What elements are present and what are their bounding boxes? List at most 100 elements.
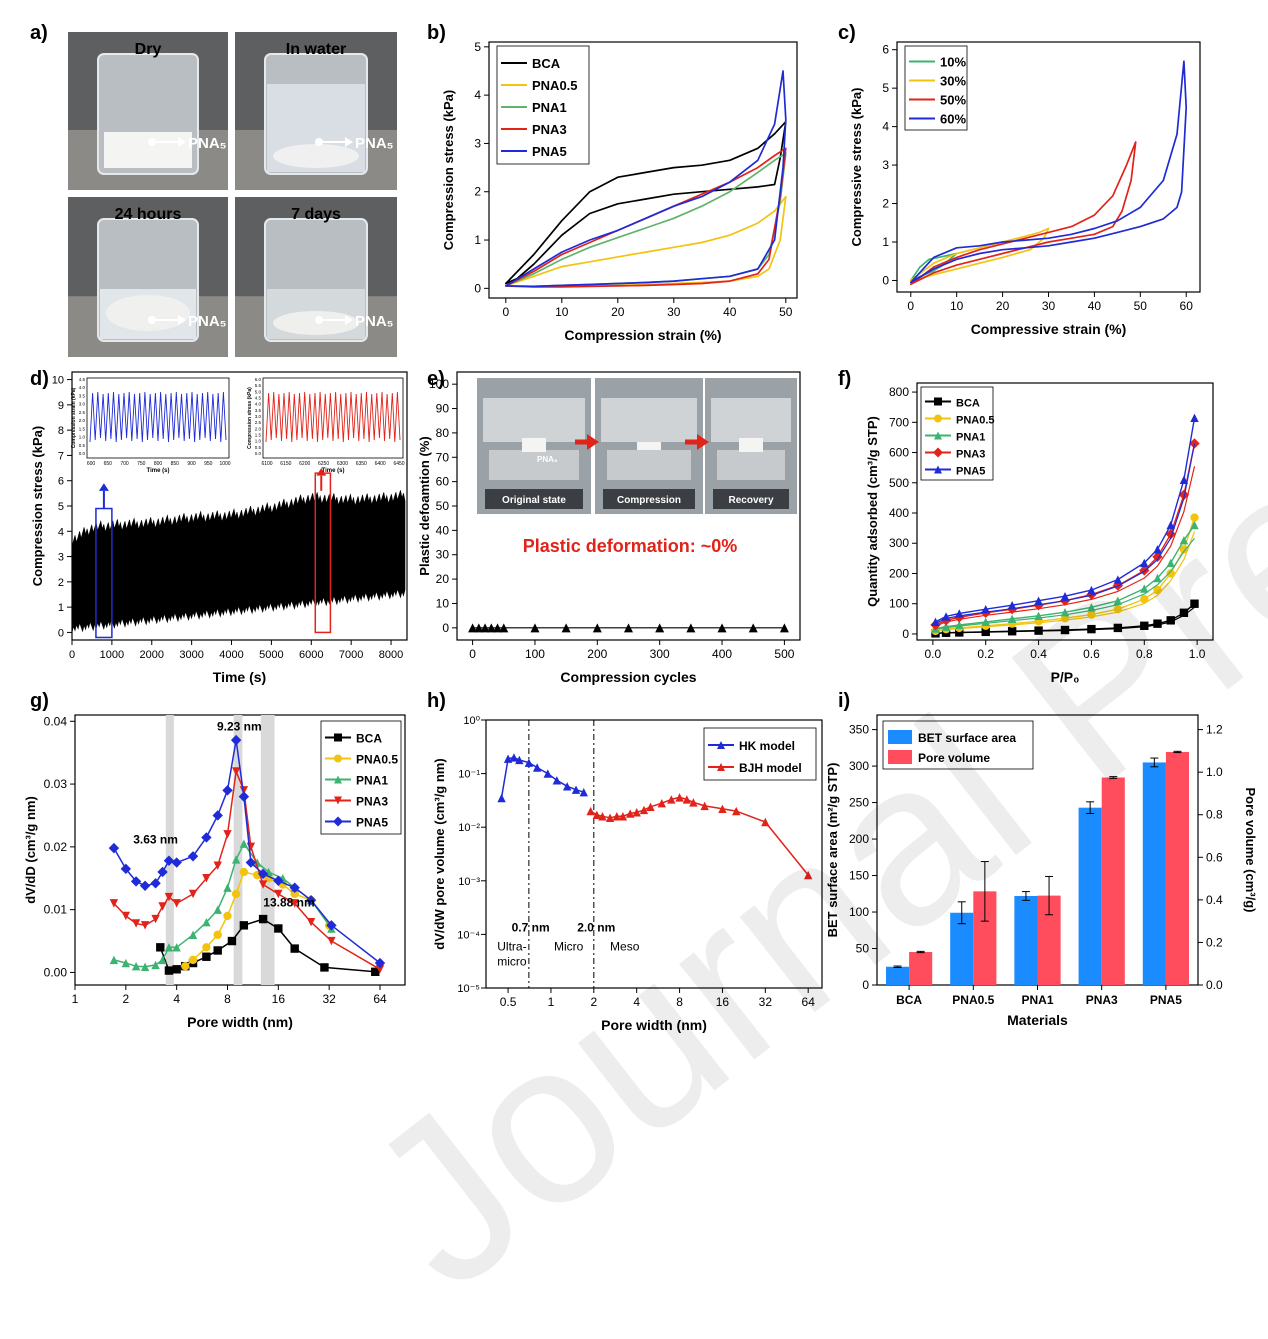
y-tick-label: 100 [429, 377, 449, 391]
inset-y-tick: 2.5 [255, 420, 262, 425]
data-point [375, 965, 385, 974]
legend-box [703, 727, 817, 781]
y-tick-label: 5 [474, 40, 481, 54]
y-tick-label: 50 [436, 499, 450, 513]
data-point [689, 798, 698, 807]
data-point [732, 806, 741, 816]
data-point [1179, 475, 1189, 484]
data-point [686, 623, 696, 633]
data-point [130, 876, 142, 887]
photo-beaker: In water PNA₅ [235, 32, 397, 190]
data-point [202, 874, 211, 883]
y-axis-label: dV/dD (cm³/g nm) [23, 796, 38, 904]
data-point [238, 791, 250, 802]
data-point [981, 604, 990, 614]
data-point [1166, 616, 1175, 625]
legend-entry: 60% [940, 112, 966, 127]
data-point [1140, 621, 1149, 630]
legend-entry: Pore volume [918, 751, 990, 765]
data-point [164, 943, 174, 952]
x-axis-label: P/P₀ [1051, 669, 1080, 685]
y2-tick-label: 0.2 [1206, 935, 1223, 949]
legend-box [496, 45, 590, 165]
inset-y-tick: 0.5 [79, 443, 86, 448]
y-tick-label: 0 [474, 281, 481, 295]
platen-top [711, 398, 791, 442]
inset-y-tick: 3.5 [79, 393, 86, 398]
x-tick-label: 10 [950, 299, 964, 313]
divider-label: 2.0 nm [577, 921, 615, 935]
data-point [941, 612, 951, 621]
inset-x-tick: 700 [120, 461, 129, 467]
y2-axis-label: Pore volume (cm³/g) [1243, 788, 1258, 913]
data-point [120, 863, 132, 875]
data-point [1178, 489, 1190, 501]
x-tick-label: 30 [667, 305, 681, 319]
data-point [222, 785, 233, 796]
data-point [1007, 614, 1017, 624]
y-axis-label: dV/dW pore volume (cm³/g nm) [432, 758, 447, 949]
legend-entry: BCA [356, 732, 382, 746]
x-axis-label: Time (s) [213, 669, 266, 685]
y-tick-label: 70 [436, 450, 450, 464]
y-tick-label: 150 [849, 869, 869, 883]
data-point [163, 855, 175, 866]
x-tick-label: PNA1 [1021, 993, 1053, 1007]
figure-canvas: a) Dry PNA₅ In water PNA₅ 24 hours PNA₅ 7 days P… [23, 22, 1258, 1033]
y-tick-label: 1 [474, 233, 481, 247]
inset-y-label: Compression stress (kPa) [247, 387, 253, 449]
y-tick-label: 5 [882, 81, 889, 95]
x-tick-label: 1 [548, 995, 555, 1009]
y-axis-label: Compression stress (kPa) [441, 90, 456, 250]
x-tick-label: 8 [224, 992, 231, 1006]
data-point [334, 796, 342, 805]
x-tick-label: 4000 [219, 649, 243, 661]
inset-y-tick: 2.5 [79, 410, 86, 415]
data-point [274, 924, 283, 933]
compression-photo: Recovery [705, 378, 797, 514]
legend-entry: PNA5 [956, 466, 985, 478]
data-point [646, 802, 655, 812]
inset-x-tick: 6300 [337, 461, 348, 467]
y2-tick-label: 0.4 [1206, 893, 1223, 907]
data-point [139, 880, 151, 891]
data-point [579, 787, 588, 797]
y-tick-label: 500 [889, 476, 909, 490]
data-point [981, 617, 990, 627]
y-tick-label: 0 [862, 978, 869, 992]
legend-entry: PNA3 [532, 122, 567, 137]
caption-bg [713, 489, 789, 509]
y-tick-label: 40 [436, 523, 450, 537]
x-tick-label: 16 [716, 995, 730, 1009]
x-tick-label: 5000 [259, 649, 283, 661]
data-point [592, 810, 602, 820]
x-tick-label: 32 [759, 995, 773, 1009]
data-point [326, 920, 337, 931]
y-tick-label: 4 [474, 88, 481, 102]
peak-label: 13.88 nm [263, 896, 314, 910]
data-point [223, 911, 232, 921]
data-point [334, 775, 342, 784]
y-tick-label: 100 [889, 597, 909, 611]
y-tick-label: 800 [889, 385, 909, 399]
inset-x-tick: 650 [104, 461, 113, 467]
inset-y-tick: 0.5 [255, 445, 262, 450]
inset-x-tick: 6400 [375, 461, 386, 467]
data-point [1179, 608, 1189, 617]
data-point [717, 763, 725, 771]
bar-BET surface area [1078, 807, 1102, 985]
inset-x-tick: 6200 [299, 461, 310, 467]
x-tick-label: 100 [525, 647, 545, 661]
bar-Pore volume [1101, 777, 1125, 985]
x-axis-label: Pore width (nm) [601, 1017, 707, 1033]
y-tick-label: 1 [882, 235, 889, 249]
data-point [334, 733, 342, 742]
inset-y-tick: 6.0 [255, 377, 262, 382]
x-tick-label: 300 [650, 647, 670, 661]
series-30% [909, 227, 1050, 282]
panel-label: b) [427, 22, 446, 44]
data-point [1007, 601, 1017, 610]
stress-band [71, 490, 406, 633]
x-axis-label: Compressive strain (%) [971, 321, 1127, 337]
series-BCA [504, 120, 787, 285]
